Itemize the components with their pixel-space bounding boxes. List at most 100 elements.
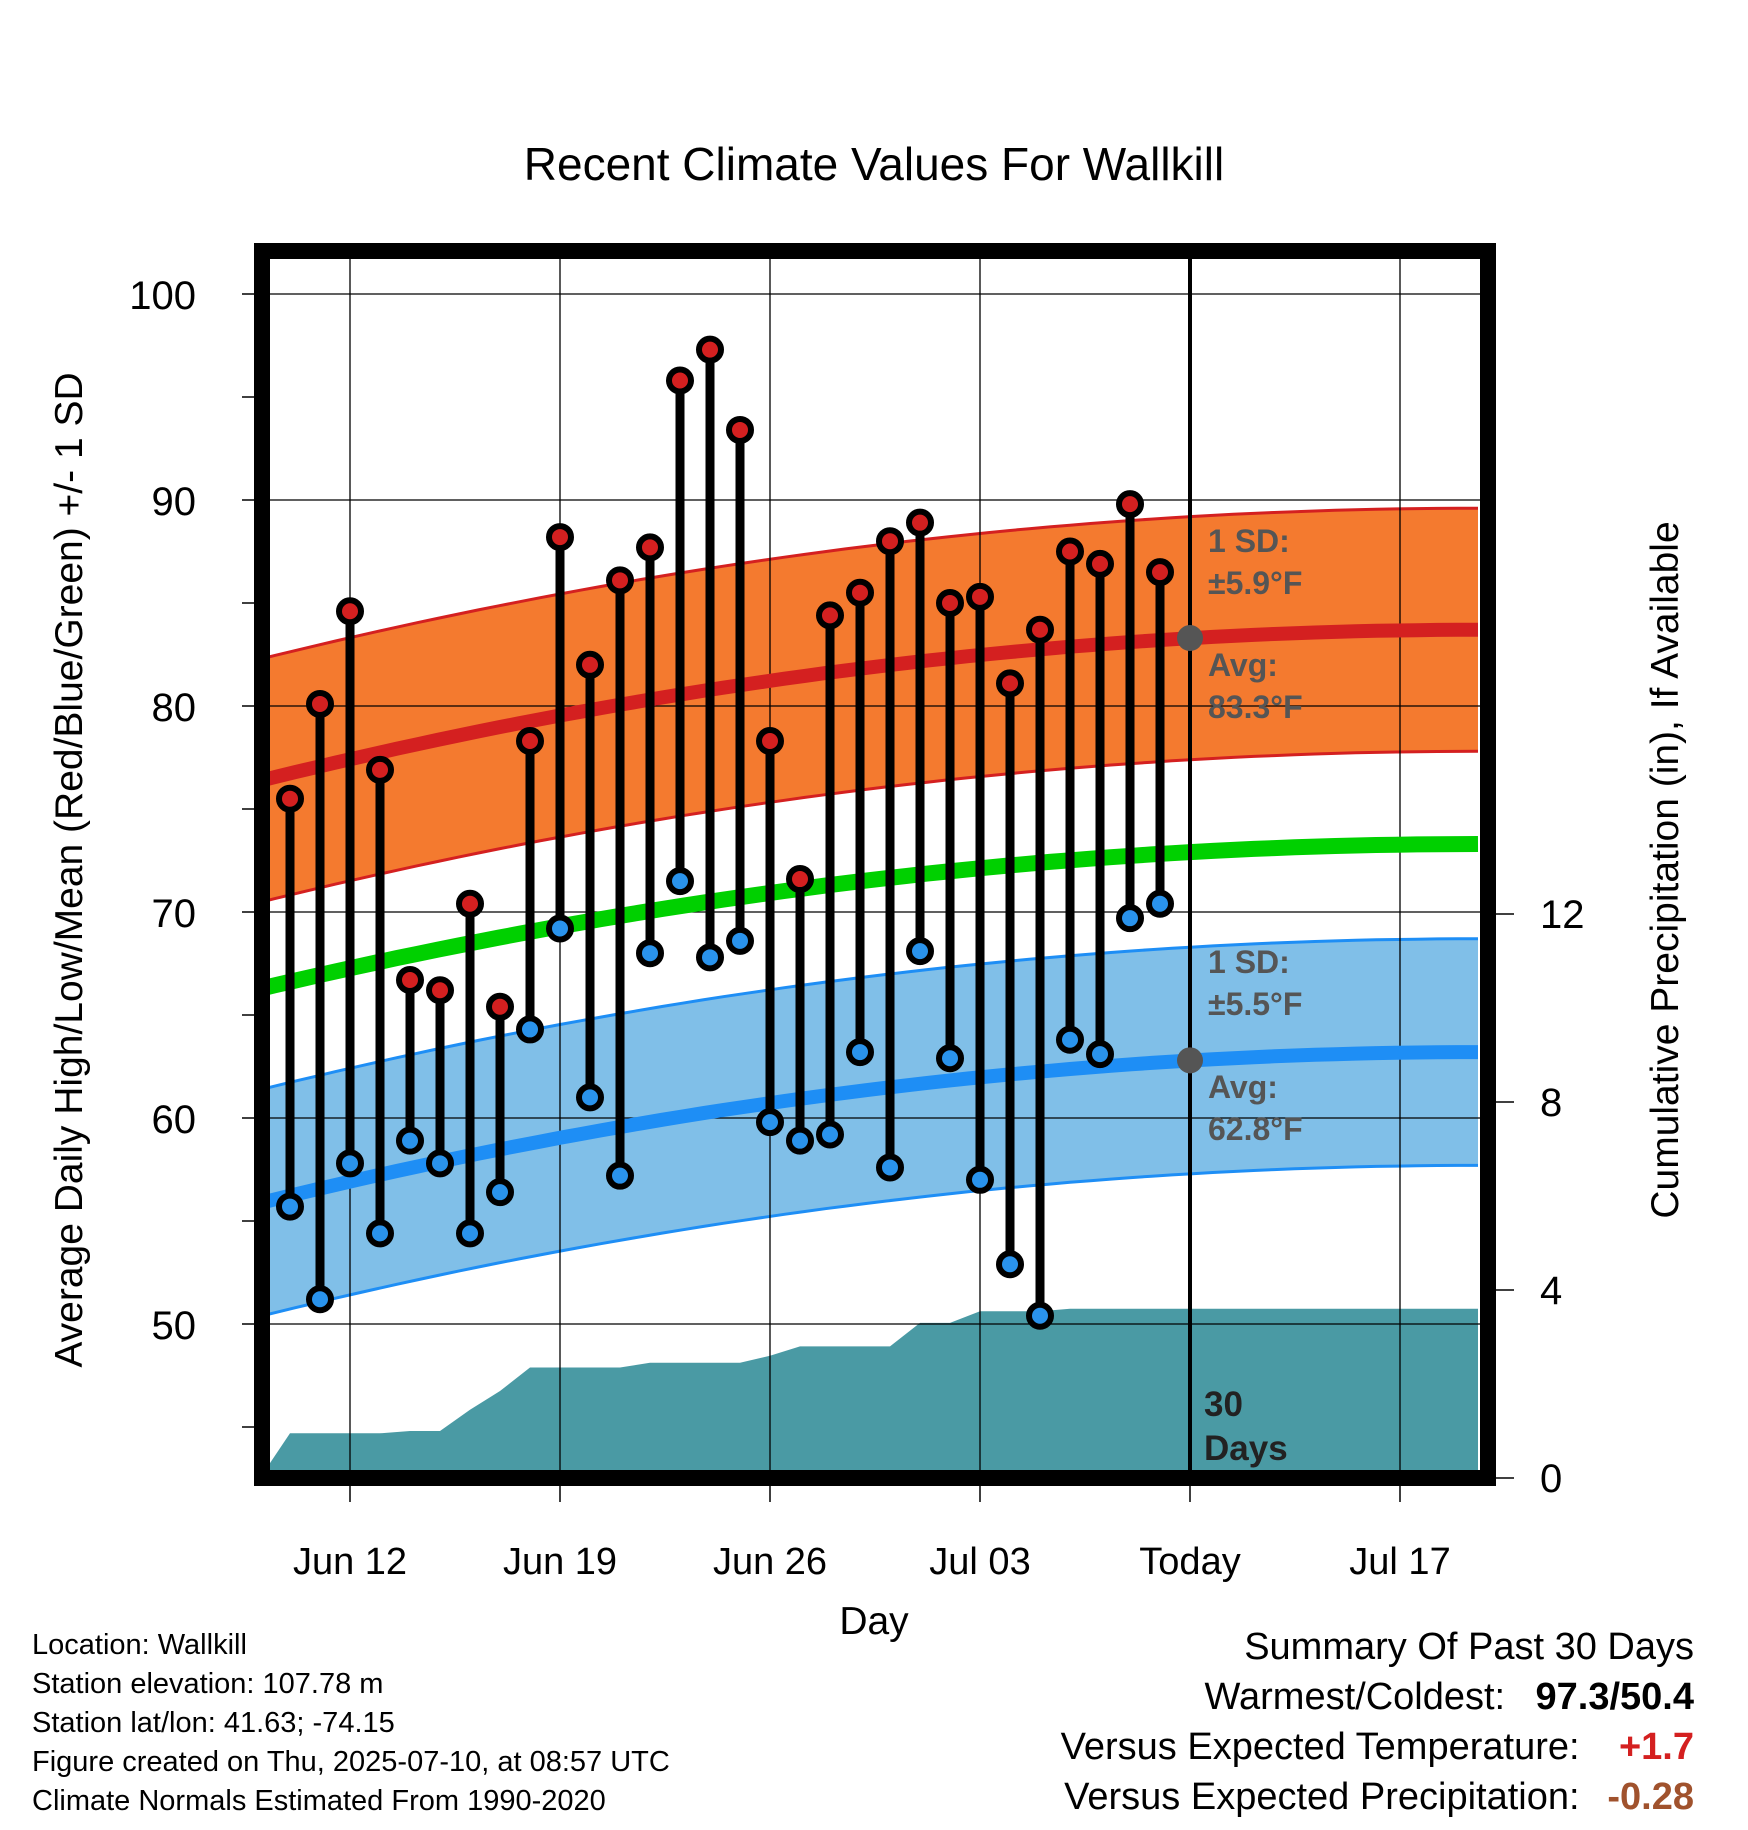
today-low-avg-dot [1177,1047,1203,1074]
y2-tick-label: 8 [1540,1081,1562,1125]
y2-tick-label: 4 [1540,1269,1562,1313]
daily-high-point [396,965,424,994]
daily-high-point [486,992,514,1021]
low-avg-value: 62.8°F [1208,1111,1303,1147]
high-avg-value: 83.3°F [1208,689,1303,725]
daily-high-point [546,523,574,552]
station-info: Location: Wallkill Station elevation: 10… [32,1626,670,1821]
daily-high-point [666,366,694,395]
high-sd-label: 1 SD: [1208,523,1290,559]
daily-low-point [1086,1040,1114,1069]
days-word-label: Days [1204,1429,1288,1468]
precip-vs-expected-label: Versus Expected Precipitation: [1064,1776,1580,1818]
chart-title: Recent Climate Values For Wallkill [524,138,1224,190]
daily-low-point [996,1250,1024,1279]
daily-high-point [786,865,814,894]
daily-low-point [786,1126,814,1155]
y-axis-label: Average Daily High/Low/Mean (Red/Blue/Gr… [48,372,91,1367]
daily-high-point [1146,558,1174,587]
daily-high-point [936,589,964,617]
daily-high-point [756,727,784,756]
daily-high-point [336,597,364,626]
daily-low-point [876,1153,904,1182]
daily-low-point [276,1192,304,1221]
y-tick-label: 90 [152,480,197,524]
daily-high-point [456,889,484,918]
temp-vs-expected-label: Versus Expected Temperature: [1060,1726,1580,1768]
daily-high-point [606,566,634,595]
daily-high-point [906,508,934,537]
daily-high-point [1056,537,1084,566]
y2-tick-label: 12 [1540,893,1585,937]
daily-low-point [1026,1301,1054,1330]
low-sd-label: 1 SD: [1208,944,1290,980]
daily-high-point [726,415,754,444]
daily-high-point [366,755,394,784]
daily-low-point [306,1285,334,1314]
high-sd-value: ±5.9°F [1208,565,1302,601]
daily-low-point [576,1083,604,1112]
daily-high-point [1086,549,1114,578]
daily-low-point [756,1108,784,1137]
daily-low-point [1146,889,1174,918]
y-tick-label: 50 [152,1304,197,1348]
daily-low-point [726,926,754,955]
temp-vs-expected-value: +1.7 [1618,1726,1694,1768]
daily-high-point [636,533,664,562]
summary-heading: Summary Of Past 30 Days [1244,1626,1694,1668]
daily-low-point [516,1015,544,1044]
daily-low-point [846,1038,874,1067]
high-band-lower-edge [262,749,1479,904]
daily-low-point [606,1161,634,1190]
normal-low-line [262,1045,1478,1210]
daily-high-point [816,601,844,630]
daily-low-point [426,1149,454,1178]
low-sd-band [262,938,1478,1316]
daily-low-point [696,943,724,972]
y2-tick-label: 0 [1540,1457,1562,1501]
daily-low-point [546,914,574,943]
elevation-text: Station elevation: 107.78 m [32,1668,384,1700]
y-tick-label: 100 [129,274,196,318]
x-axis-label: Day [839,1600,909,1643]
daily-low-point [1056,1025,1084,1054]
x-tick-label: Today [1139,1541,1240,1583]
latlon-text: Station lat/lon: 41.63; -74.15 [32,1707,395,1739]
x-tick-label: Jun 26 [713,1541,827,1583]
high-avg-label: Avg: [1208,647,1278,683]
daily-high-point [1116,490,1144,519]
daily-low-point [636,939,664,968]
daily-low-point [486,1178,514,1207]
x-tick-label: Jul 03 [929,1541,1030,1583]
plot-area: 1 SD: ±5.9°F Avg: 83.3°F 1 SD: ±5.5°F Avg: 62.8… [129,243,1585,1583]
precip-vs-expected-value: -0.28 [1607,1776,1694,1818]
daily-high-point [426,976,454,1005]
daily-high-point [876,527,904,556]
daily-low-point [1116,904,1144,933]
created-text: Figure created on Thu, 2025-07-10, at 08… [32,1746,670,1778]
daily-high-point [846,578,874,607]
low-sd-value: ±5.5°F [1208,986,1302,1022]
daily-low-point [366,1219,394,1248]
daily-high-point [516,727,544,756]
y-tick-label: 80 [152,686,197,730]
daily-high-point [276,784,304,813]
location-text: Location: Wallkill [32,1629,247,1661]
days-count-label: 30 [1204,1385,1243,1424]
plot-content: 1 SD: ±5.9°F Avg: 83.3°F 1 SD: ±5.5°F Avg: 62.8… [262,251,1488,1478]
normal-mean-line [262,836,1479,997]
daily-low-point [336,1149,364,1178]
daily-low-point [816,1120,844,1149]
y-tick-label: 70 [152,892,197,936]
daily-low-point [966,1165,994,1194]
daily-high-point [966,582,994,611]
low-avg-label: Avg: [1208,1069,1278,1105]
x-tick-label: Jul 17 [1349,1541,1450,1583]
summary-panel: Summary Of Past 30 Days Warmest/Coldest:… [1061,1622,1694,1822]
daily-high-point [576,650,604,679]
daily-low-point [396,1126,424,1155]
warmest-coldest-value: 97.3/50.4 [1535,1676,1694,1718]
plot-frame [254,243,1496,1486]
low-band-lower-edge [262,1163,1478,1318]
x-tick-label: Jun 19 [503,1541,617,1583]
